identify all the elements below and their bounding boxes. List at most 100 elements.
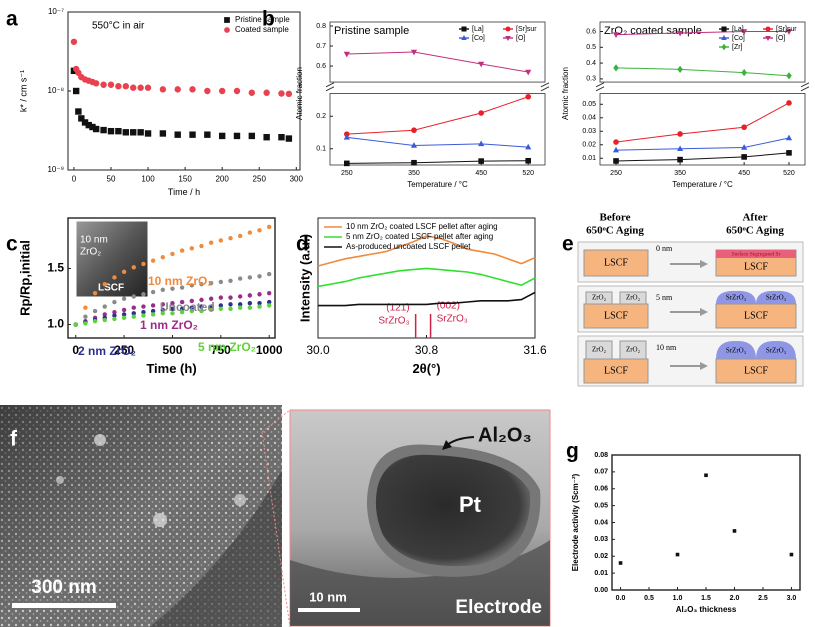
marker xyxy=(160,287,165,292)
series-label: Uncoated xyxy=(160,300,215,314)
y-tick-label: 0.03 xyxy=(594,536,608,543)
coating-label: ZrO₂ xyxy=(626,346,641,354)
marker xyxy=(237,233,243,239)
y-tick-label: 0.02 xyxy=(594,553,608,560)
marker xyxy=(160,307,165,313)
product-label: SrZrO₃ xyxy=(726,347,747,355)
marker xyxy=(112,275,117,280)
marker xyxy=(199,308,204,314)
panel-letter: g xyxy=(566,440,579,463)
x-tick-label: 450 xyxy=(475,170,487,177)
pointer-head xyxy=(442,440,452,450)
scale-bar xyxy=(298,608,360,612)
substrate-label: LSCF xyxy=(604,310,628,321)
marker xyxy=(741,124,747,131)
x-tick-label: 0 xyxy=(72,174,77,183)
legend-marker xyxy=(505,35,511,42)
marker xyxy=(100,81,107,88)
y-tick-label: 1.5 xyxy=(47,261,64,275)
marker xyxy=(247,275,253,280)
marker xyxy=(732,529,737,533)
series-line xyxy=(616,67,790,77)
marker xyxy=(189,305,195,310)
legend-label: [O] xyxy=(516,35,525,42)
x-tick-label: 0 xyxy=(72,343,79,357)
arrow-head xyxy=(700,362,708,370)
series-label: 1 nm ZrO₂ xyxy=(140,318,198,332)
legend-label: [Zr] xyxy=(732,44,743,51)
x-tick-label: 30.8 xyxy=(415,343,439,357)
marker xyxy=(263,89,270,96)
series-line xyxy=(346,160,529,164)
marker xyxy=(677,156,683,163)
marker xyxy=(266,299,272,305)
coating-label: Al₂O₃ xyxy=(478,424,532,446)
x-tick-label: 250 xyxy=(341,170,353,177)
lscf-block xyxy=(583,249,649,277)
legend-label: [La] xyxy=(732,26,744,33)
legend-label: As-produced uncoated LSCF pellet xyxy=(346,242,471,251)
marker xyxy=(704,473,708,478)
heading: After xyxy=(742,212,767,224)
marker xyxy=(525,143,532,150)
sem-particle xyxy=(153,513,167,527)
marker xyxy=(411,159,417,166)
series-line xyxy=(616,30,789,36)
marker xyxy=(237,302,243,307)
marker xyxy=(786,72,792,80)
marker xyxy=(75,108,82,115)
marker xyxy=(131,311,136,316)
chart-g: 0.0 0.5 1.0 1.5 2.0 2.5 3.0 0.00 0.01 0.02 0.03 0.0… xyxy=(566,440,801,614)
marker xyxy=(741,68,747,77)
chart-2: 250 350 450 520 0.01 0.02 0.03 0.04 0.05 0.3 0.4 0.… xyxy=(561,21,810,189)
marker xyxy=(618,561,623,565)
legend-label: [La] xyxy=(472,26,484,33)
marker xyxy=(159,86,167,93)
marker xyxy=(170,311,175,316)
marker xyxy=(83,305,88,310)
marker xyxy=(102,304,107,309)
marker xyxy=(122,83,130,90)
marker xyxy=(78,115,85,122)
axis-break xyxy=(595,82,605,88)
marker xyxy=(786,150,792,156)
marker xyxy=(141,313,146,318)
marker xyxy=(218,87,226,95)
y-tick-label: 0.5 xyxy=(586,44,596,51)
marker xyxy=(199,281,204,287)
marker xyxy=(675,552,680,557)
marker xyxy=(612,32,620,39)
marker xyxy=(170,286,175,291)
particle-label: Pt xyxy=(459,492,482,517)
peak-phase: SrZrO₃ xyxy=(378,316,409,327)
marker xyxy=(102,317,107,323)
axis-break xyxy=(540,86,550,92)
chart-a: 0 50 100 150 200 250 300 10⁻⁹ 10⁻⁸ 10⁻⁷ Time / h k*… xyxy=(6,7,304,197)
inset-label: LSCF xyxy=(98,283,124,294)
y-tick-label: 0.1 xyxy=(316,146,326,153)
marker xyxy=(121,296,127,301)
pt-particle xyxy=(375,454,531,567)
marker xyxy=(266,290,272,296)
marker xyxy=(85,121,92,129)
y-axis-label: Rp/Rp,initial xyxy=(17,240,32,316)
panel-letter: d xyxy=(296,233,309,256)
x-tick-label: 0.5 xyxy=(644,595,654,602)
plot-frame xyxy=(329,93,546,166)
marker xyxy=(478,61,485,68)
segregation-label: Surface Segregated Sr xyxy=(732,250,781,257)
marker xyxy=(248,89,256,96)
marker xyxy=(160,311,165,316)
x-axis-label: 2θ(°) xyxy=(412,361,440,376)
x-tick-label: 100 xyxy=(141,174,155,183)
marker xyxy=(785,134,793,141)
heading: 650ᵒC Aging xyxy=(726,225,784,237)
y-axis-label: k* / cm s⁻¹ xyxy=(18,70,28,112)
x-tick-label: 350 xyxy=(408,170,420,177)
coating-label: ZrO₂ xyxy=(592,294,607,302)
y-tick-label: 1.0 xyxy=(47,317,64,331)
marker xyxy=(257,228,262,233)
marker xyxy=(676,30,684,37)
marker xyxy=(208,280,214,286)
peak-phase: SrZrO₃ xyxy=(437,314,468,325)
